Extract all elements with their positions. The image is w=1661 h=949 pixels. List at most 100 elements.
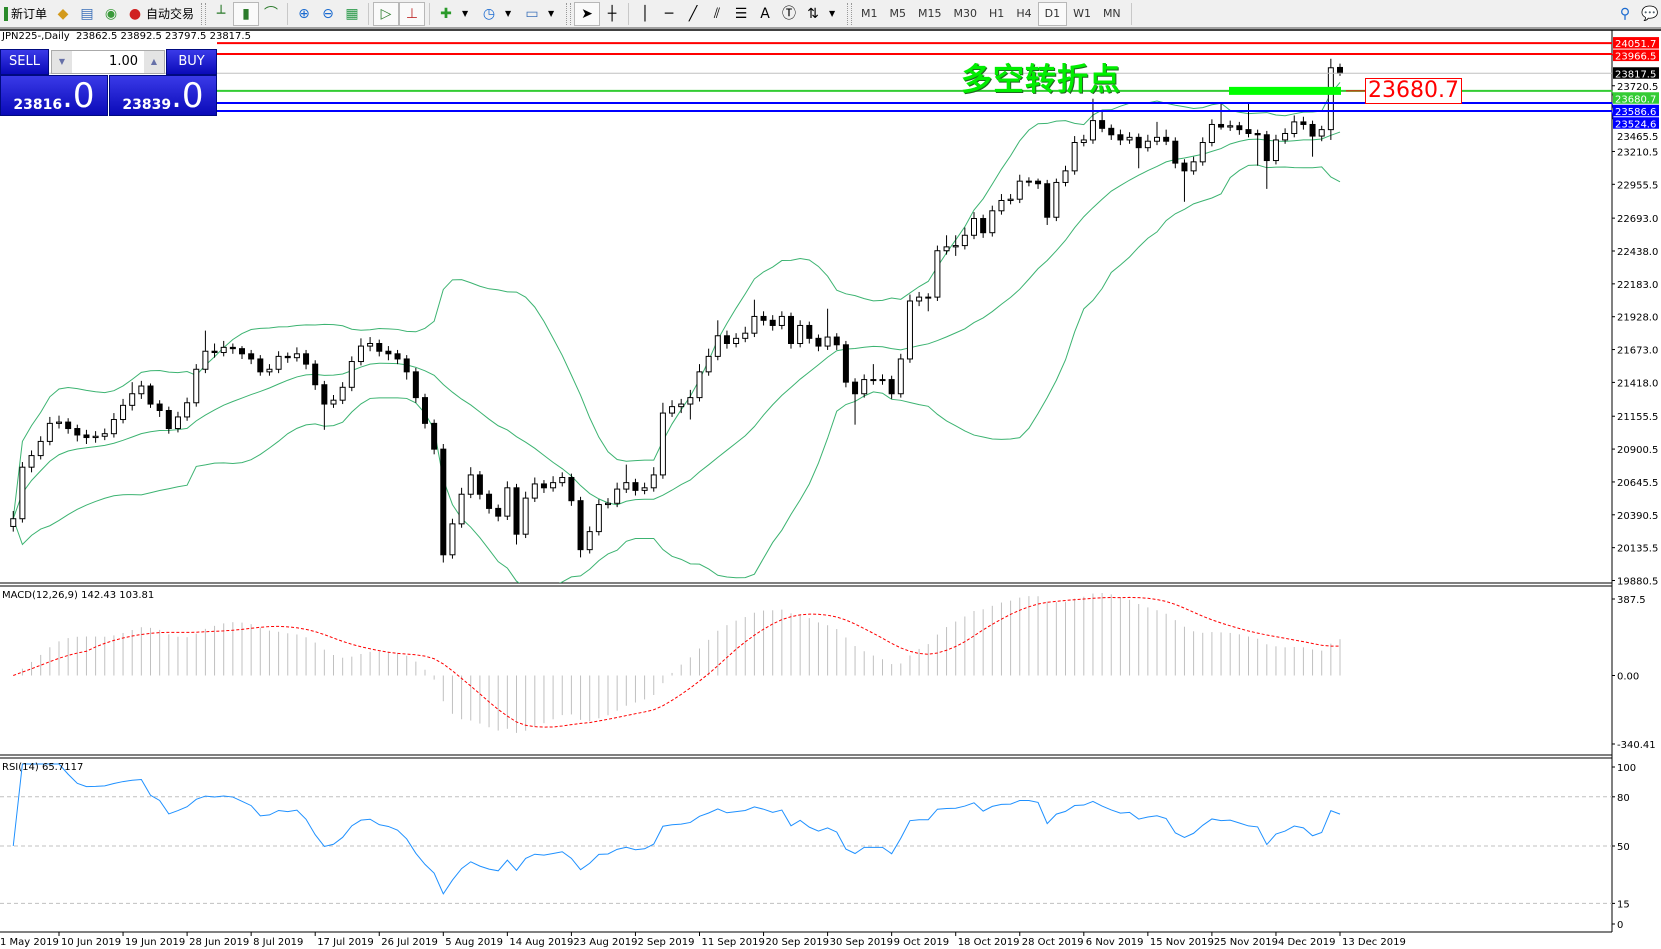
text-label-icon: Ⓣ [782,5,797,22]
price-axis-label: 22693.0 [1617,214,1658,225]
price-label-object[interactable]: 23680.7 [1365,78,1462,104]
candle [632,478,639,496]
candle [751,299,758,338]
chart-shift-button[interactable]: ⊥ [399,1,426,26]
candle [10,510,17,532]
horizontal-line-button[interactable]: ─ [657,3,681,25]
candle-body [266,368,273,373]
arrows-button[interactable]: ⇅ ▼ [801,3,844,25]
bar-chart-button[interactable]: ┴ [209,3,233,25]
candle [293,347,300,362]
periods-button[interactable]: ◷ ▼ [477,3,520,25]
chart-title: JPN225-,Daily 23862.5 23892.5 23797.5 23… [2,31,251,42]
candle-body [312,363,319,386]
candle [861,374,868,398]
candle [1337,63,1343,76]
zoom-in-button[interactable]: ⊕ [292,3,316,25]
timeframe-m1[interactable]: M1 [861,7,878,20]
zoom-out-icon: ⊖ [322,5,334,22]
macd-signal-line [13,596,1341,728]
zoom-out-button[interactable]: ⊖ [316,3,340,25]
crosshair-button[interactable]: ┼ [600,3,624,25]
chart-annotation-text[interactable]: 多空转折点 [961,62,1121,98]
text-button[interactable]: A [753,3,777,25]
timeframe-w1[interactable]: W1 [1073,7,1091,20]
candle-body [202,350,209,370]
candle-body [797,324,804,344]
templates-button[interactable]: ▭ ▼ [520,3,563,25]
candle [842,340,849,388]
candle [266,364,273,376]
timeframe-m5[interactable]: M5 [889,7,907,20]
fibonacci-button[interactable]: ☰ [729,3,753,25]
text-label-button[interactable]: Ⓣ [777,3,801,25]
candle [83,429,90,444]
timeframe-h1[interactable]: H1 [989,7,1005,20]
indicators-button[interactable]: ✚ ▼ [434,3,477,25]
timeframe-d1[interactable]: D1 [1037,1,1068,26]
toolbar-grip[interactable] [566,2,572,25]
timeframe-mn[interactable]: MN [1102,7,1121,20]
candle [65,418,72,434]
chat-button[interactable]: 💬 [1637,3,1661,25]
metaeditor-button[interactable]: ◆ [51,3,75,25]
divider [628,2,630,25]
candle-body [861,379,868,395]
vertical-line-button[interactable]: │ [633,3,657,25]
trendline-button[interactable]: ╱ [681,3,705,25]
buy-button[interactable]: BUY [166,49,217,75]
timeframe-m30[interactable]: M30 [953,7,978,20]
time-axis-label: 23 Aug 2019 [573,937,637,948]
tile-windows-button[interactable]: ▦ [340,3,364,25]
candle-body [1016,180,1023,200]
toolbar-grip[interactable] [201,2,207,25]
sell-button[interactable]: SELL [0,49,49,75]
candle [1300,116,1307,130]
lot-increase-button[interactable]: ▲ [144,51,164,73]
cursor-button[interactable]: ➤ [574,1,601,26]
candle-body [513,487,520,535]
candle-body [806,324,813,339]
signals-button[interactable]: ◉ [99,3,123,25]
toolbar-grip[interactable] [847,2,853,25]
candle [1227,120,1234,131]
candle [74,424,81,442]
auto-trading-button[interactable]: ● 自动交易 [123,3,198,25]
candle-body [129,393,136,406]
candle-body [550,482,557,489]
line-chart-button[interactable]: ⌒ [259,3,283,25]
lot-size-input[interactable]: 1.00 [109,54,138,69]
lot-decrease-button[interactable]: ▼ [52,51,72,73]
new-order-button[interactable]: 新订单 [0,3,51,25]
crosshair-icon: ┼ [607,5,617,22]
candle [1309,120,1316,157]
candle-body [916,296,923,302]
equidistant-channel-button[interactable]: ⫽ [705,3,729,25]
auto-scroll-button[interactable]: ▷ [373,1,400,26]
candle-body [28,455,35,468]
candle [559,472,566,487]
candle [422,393,428,429]
rsi-axis-label: 50 [1617,842,1630,853]
timeframe-h4[interactable]: H4 [1016,7,1032,20]
sell-price-button[interactable]: 23816 .0 [0,75,108,116]
one-click-trading-panel: SELL ▼ 1.00 ▲ BUY 23816 .0 23839 .0 [0,49,217,116]
candle [376,339,383,357]
candle [321,380,328,430]
divider [429,2,431,25]
candle-body [1117,134,1124,141]
clock-icon: ◷ [482,5,496,22]
buy-price-button[interactable]: 23839 .0 [109,75,217,116]
candle-body [1172,140,1179,164]
lot-size-stepper[interactable]: ▼ 1.00 ▲ [51,50,165,74]
search-button[interactable]: ⚲ [1613,3,1637,25]
candle [742,326,749,343]
candle [56,415,62,429]
rsi-axis-label: 80 [1617,793,1630,804]
candlestick-chart-button[interactable]: ▮ [233,1,260,26]
timeframe-m15[interactable]: M15 [918,7,942,20]
navigator-button[interactable]: ▤ [75,3,99,25]
candle [257,355,264,376]
candle [348,356,355,392]
